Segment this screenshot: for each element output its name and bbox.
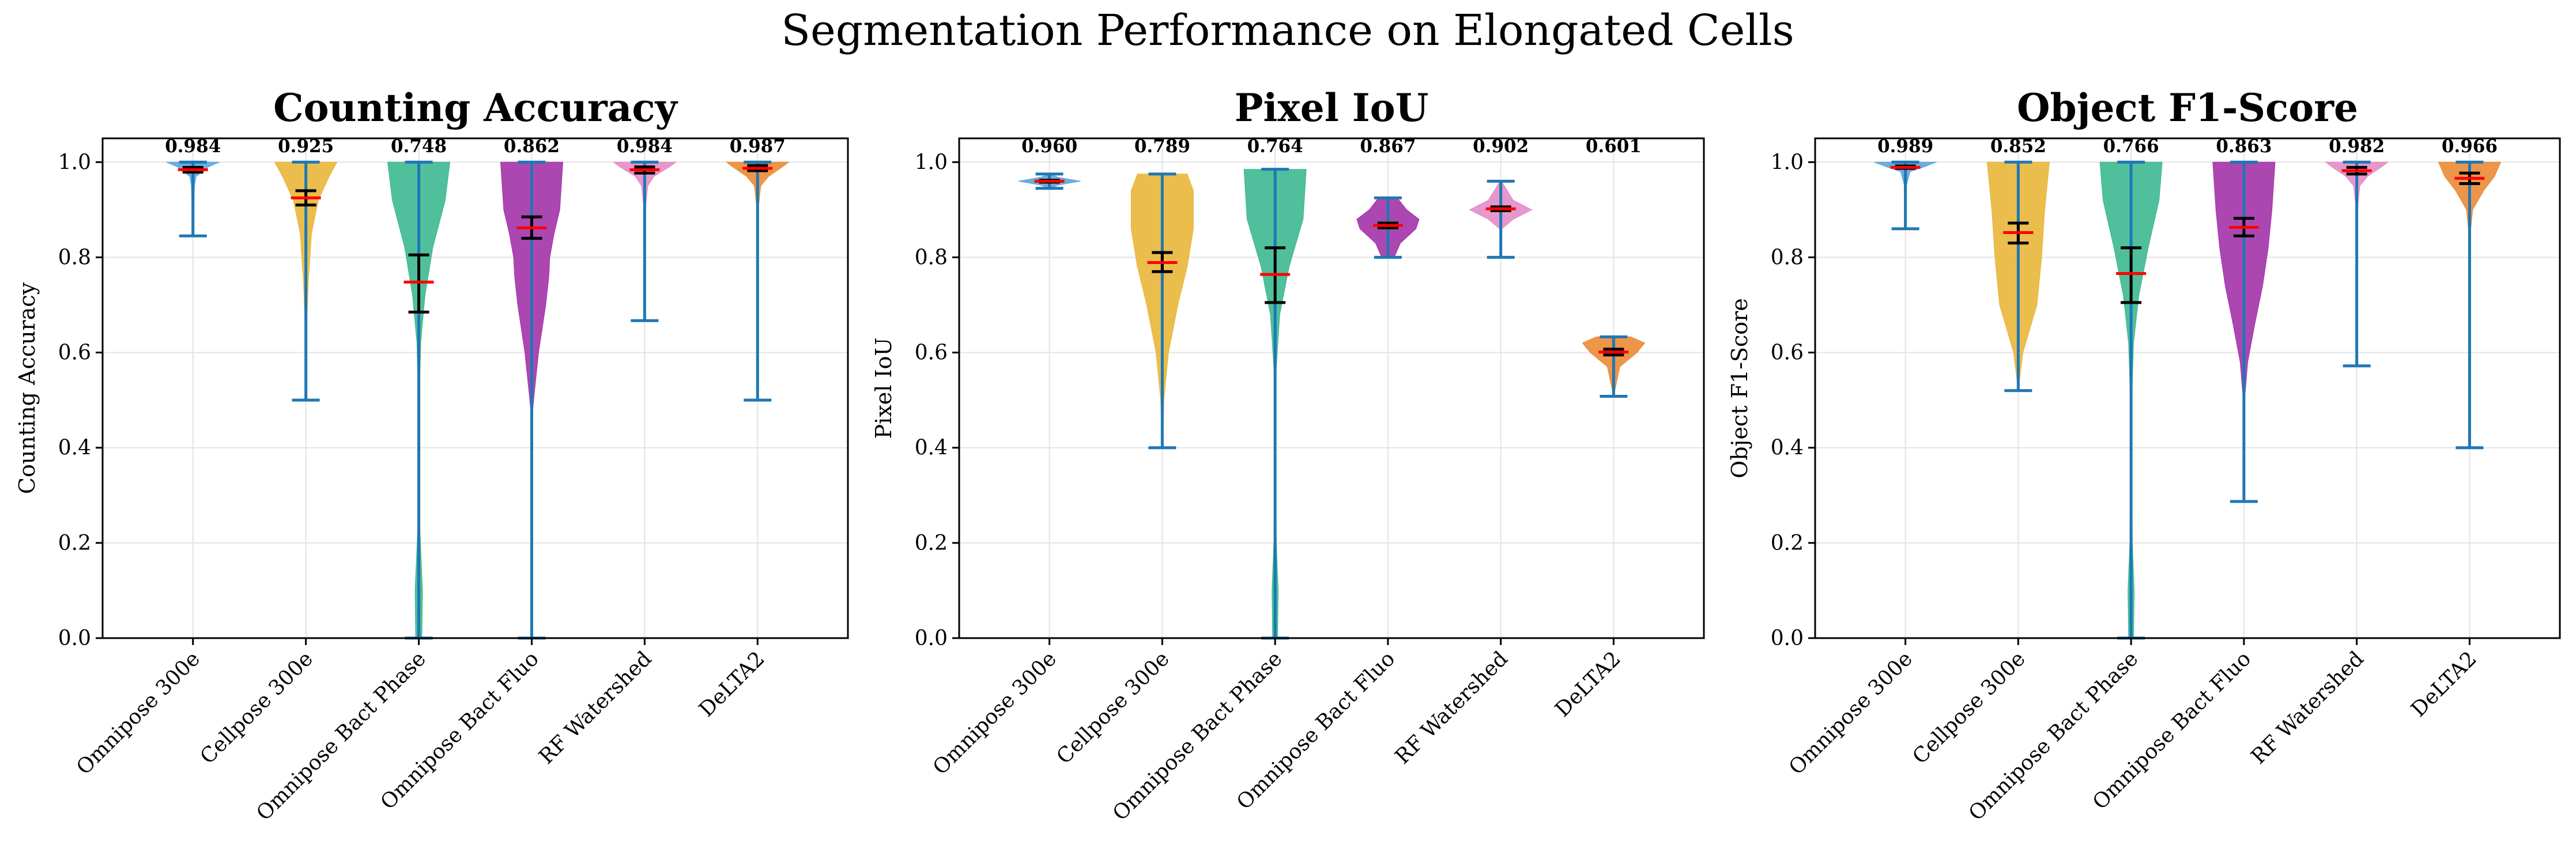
y-tick-label: 0.4 bbox=[1771, 436, 1804, 460]
mean-label-rf-watershed: 0.902 bbox=[1473, 136, 1529, 157]
y-tick-label: 0.4 bbox=[915, 436, 948, 460]
mean-label-cellpose-300e: 0.852 bbox=[1990, 136, 2046, 157]
mean-label-omnipose-bact-phase: 0.748 bbox=[391, 136, 447, 157]
y-tick-label: 0.2 bbox=[1771, 531, 1804, 555]
mean-label-rf-watershed: 0.984 bbox=[617, 136, 673, 157]
y-axis-label: Object F1-Score bbox=[1727, 298, 1752, 478]
mean-label-rf-watershed: 0.982 bbox=[2329, 136, 2385, 157]
y-tick-label: 0.8 bbox=[58, 246, 91, 269]
mean-label-omnipose-bact-phase: 0.764 bbox=[1247, 136, 1303, 157]
mean-label-delta2: 0.601 bbox=[1586, 136, 1642, 157]
mean-label-omnipose-bact-fluo: 0.863 bbox=[2216, 136, 2272, 157]
y-axis-label: Counting Accuracy bbox=[14, 282, 40, 494]
mean-label-delta2: 0.966 bbox=[2442, 136, 2498, 157]
plot-frame bbox=[958, 137, 1705, 639]
panel-title: Object F1-Score bbox=[2017, 85, 2358, 130]
mean-label-delta2: 0.987 bbox=[730, 136, 786, 157]
y-tick-label: 1.0 bbox=[1771, 150, 1804, 174]
y-tick-label: 0.8 bbox=[915, 246, 948, 269]
mean-label-cellpose-300e: 0.925 bbox=[278, 136, 334, 157]
y-tick-label: 1.0 bbox=[915, 150, 948, 174]
y-tick-label: 0.0 bbox=[915, 627, 948, 650]
mean-label-omnipose-300e: 0.989 bbox=[1877, 136, 1933, 157]
y-tick-label: 0.4 bbox=[58, 436, 91, 460]
y-tick-label: 0.8 bbox=[1771, 246, 1804, 269]
y-tick-label: 0.6 bbox=[1771, 341, 1804, 365]
plot-frame bbox=[101, 137, 849, 639]
mean-label-omnipose-bact-fluo: 0.867 bbox=[1360, 136, 1416, 157]
mean-label-omnipose-300e: 0.960 bbox=[1021, 136, 1077, 157]
y-tick-label: 0.6 bbox=[915, 341, 948, 365]
mean-label-omnipose-bact-fluo: 0.862 bbox=[504, 136, 560, 157]
y-tick-label: 0.0 bbox=[1771, 627, 1804, 650]
y-tick-label: 0.2 bbox=[915, 531, 948, 555]
mean-label-omnipose-bact-phase: 0.766 bbox=[2103, 136, 2159, 157]
panel-title: Pixel IoU bbox=[1235, 85, 1429, 130]
plot-frame bbox=[1814, 137, 2561, 639]
mean-label-omnipose-300e: 0.984 bbox=[165, 136, 221, 157]
mean-label-cellpose-300e: 0.789 bbox=[1134, 136, 1190, 157]
y-tick-label: 0.2 bbox=[58, 531, 91, 555]
y-tick-label: 0.6 bbox=[58, 341, 91, 365]
panel-title: Counting Accuracy bbox=[273, 85, 678, 130]
y-axis-label: Pixel IoU bbox=[871, 338, 896, 439]
y-tick-label: 1.0 bbox=[58, 150, 91, 174]
y-tick-label: 0.0 bbox=[58, 627, 91, 650]
figure-title: Segmentation Performance on Elongated Ce… bbox=[781, 6, 1794, 55]
